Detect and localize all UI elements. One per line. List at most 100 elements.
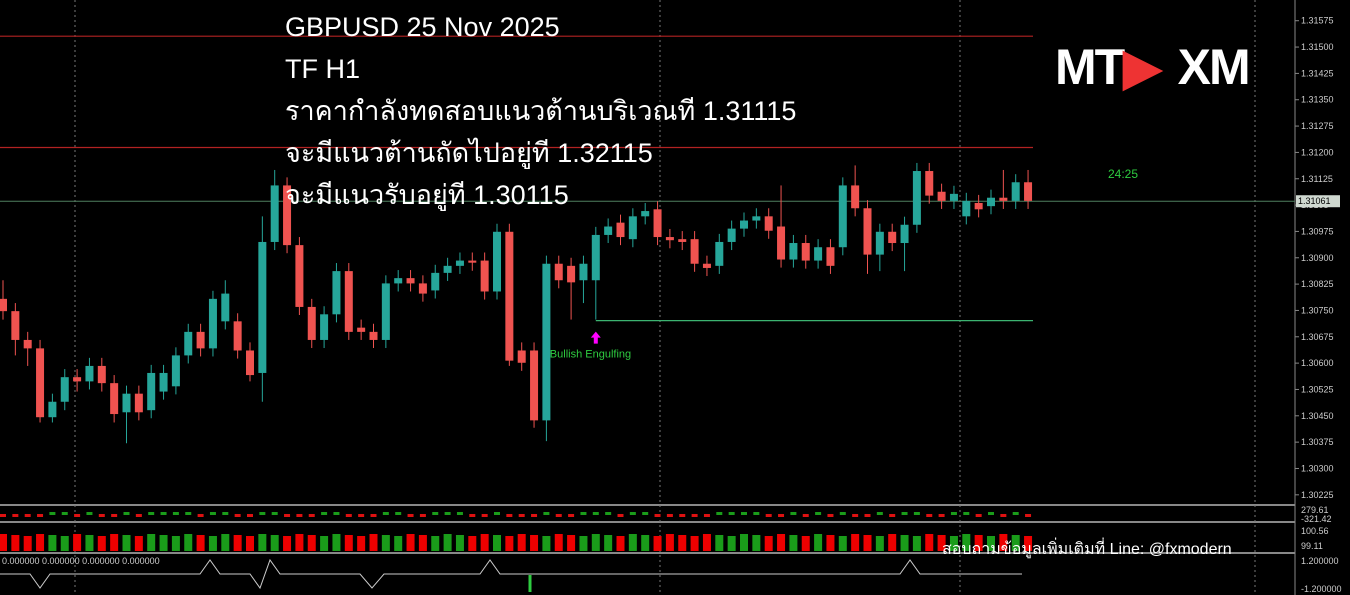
indicator-bar bbox=[36, 534, 45, 551]
y-tick-label: 1.30525 bbox=[1301, 384, 1334, 394]
indicator-bar bbox=[542, 536, 551, 551]
indicator-bar bbox=[838, 536, 847, 551]
candle-body bbox=[678, 239, 687, 242]
indicator-bar bbox=[209, 512, 216, 515]
indicator-bar bbox=[321, 512, 328, 515]
candle-body bbox=[554, 263, 563, 281]
candle-body bbox=[814, 247, 823, 261]
indicator-bar bbox=[789, 535, 798, 551]
indicator-bar bbox=[370, 514, 377, 517]
indicator-bar bbox=[24, 514, 31, 517]
footer: สอบถามข้อมูลเพิ่มเติมที่ Line: @fxmodern bbox=[942, 541, 1232, 558]
candle-body bbox=[431, 272, 440, 291]
indicator-bar bbox=[270, 535, 279, 551]
indicator-bar bbox=[642, 512, 649, 515]
candle-body bbox=[764, 216, 773, 231]
candle-body bbox=[455, 260, 464, 266]
indicator-bar bbox=[827, 514, 834, 517]
indicator-label: 279.61 bbox=[1301, 505, 1329, 515]
indicator-bar bbox=[517, 534, 526, 551]
indicator-bar bbox=[74, 514, 81, 517]
indicator-bar bbox=[913, 512, 920, 515]
indicator-bar bbox=[605, 512, 612, 515]
indicator-bar bbox=[381, 535, 390, 551]
candle-body bbox=[542, 263, 551, 421]
indicator-bar bbox=[135, 514, 142, 517]
candle-body bbox=[110, 383, 119, 415]
indicator-bar bbox=[591, 534, 600, 551]
indicator-bar bbox=[480, 534, 489, 551]
y-tick-label: 1.30750 bbox=[1301, 305, 1334, 315]
candle-body bbox=[11, 311, 20, 340]
indicator-bar bbox=[455, 535, 464, 551]
indicator-bar bbox=[518, 514, 525, 517]
indicator-bar bbox=[395, 512, 402, 515]
logo-xm: XM bbox=[1177, 39, 1251, 95]
y-tick-label: 1.31350 bbox=[1301, 95, 1334, 105]
price-tag bbox=[1296, 195, 1340, 208]
indicator-bar bbox=[407, 514, 414, 517]
indicator-bar bbox=[815, 512, 822, 515]
y-tick-label: 1.31575 bbox=[1301, 16, 1334, 26]
candle-body bbox=[505, 231, 514, 361]
indicator-bar bbox=[801, 536, 810, 551]
indicator-bar bbox=[172, 512, 179, 515]
indicator-label: 99.11 bbox=[1301, 541, 1323, 551]
indicator-bar bbox=[111, 514, 118, 517]
y-tick-label: 1.30450 bbox=[1301, 411, 1334, 421]
candle-body bbox=[838, 185, 847, 248]
indicator-bar bbox=[654, 514, 661, 517]
indicator-bar bbox=[456, 512, 463, 515]
candle-body bbox=[937, 191, 946, 201]
indicator-bar bbox=[443, 534, 452, 551]
candle-body bbox=[171, 355, 180, 387]
indicator-bar bbox=[233, 535, 242, 551]
indicator-bar bbox=[888, 534, 897, 551]
countdown: 24:25 bbox=[1108, 167, 1138, 181]
candle-body bbox=[468, 260, 477, 263]
indicator-bar bbox=[889, 514, 896, 517]
indicator-bar bbox=[826, 535, 835, 551]
candle-body bbox=[999, 197, 1008, 201]
candle-body bbox=[295, 245, 304, 307]
y-tick-label: 1.31500 bbox=[1301, 42, 1334, 52]
y-tick-label: 1.30675 bbox=[1301, 332, 1334, 342]
title-line: ราคากำลังทดสอบแนวต้านบริเวณที 1.31115 bbox=[285, 96, 797, 126]
candle-body bbox=[493, 231, 501, 292]
indicator-bar bbox=[1025, 514, 1032, 517]
candle-body bbox=[147, 372, 156, 411]
pattern-arrow bbox=[590, 331, 601, 344]
indicator-bar bbox=[110, 534, 119, 551]
indicator-bar bbox=[617, 514, 624, 517]
indicator-bar bbox=[369, 534, 378, 551]
indicator-bar bbox=[752, 535, 761, 551]
candle-body bbox=[208, 298, 217, 349]
indicator-bar bbox=[48, 535, 57, 551]
candle-body bbox=[616, 222, 625, 238]
title-block: GBPUSD 25 Nov 2025 TF H1 ราคากำลังทดสอบแ… bbox=[285, 6, 796, 216]
indicator-bar bbox=[11, 535, 20, 551]
y-tick-label: 1.31125 bbox=[1301, 174, 1333, 184]
candle-body bbox=[344, 271, 353, 332]
indicator-label: -321.42 bbox=[1301, 514, 1332, 524]
indicator-label: -1.200000 bbox=[1301, 584, 1342, 594]
candle-body bbox=[73, 377, 82, 382]
candle-body bbox=[159, 372, 168, 392]
indicator-bar bbox=[764, 536, 773, 551]
indicator-bar bbox=[691, 514, 698, 517]
indicator-bar bbox=[97, 536, 106, 551]
indicator-bar bbox=[283, 536, 292, 551]
indicator-bar bbox=[122, 535, 131, 551]
indicator-bar bbox=[875, 536, 884, 551]
indicator-bar bbox=[1000, 514, 1007, 517]
candle-body bbox=[246, 350, 254, 376]
indicator-bar bbox=[531, 514, 538, 517]
indicator-bar bbox=[406, 534, 415, 551]
indicator-bar bbox=[147, 534, 156, 551]
y-tick-label: 1.31200 bbox=[1301, 147, 1334, 157]
candle-body bbox=[36, 348, 45, 418]
indicator-label: 1.200000 bbox=[1301, 556, 1339, 566]
candle-body bbox=[23, 339, 32, 349]
title-line: TF H1 bbox=[285, 54, 361, 84]
candle-body bbox=[320, 314, 329, 340]
